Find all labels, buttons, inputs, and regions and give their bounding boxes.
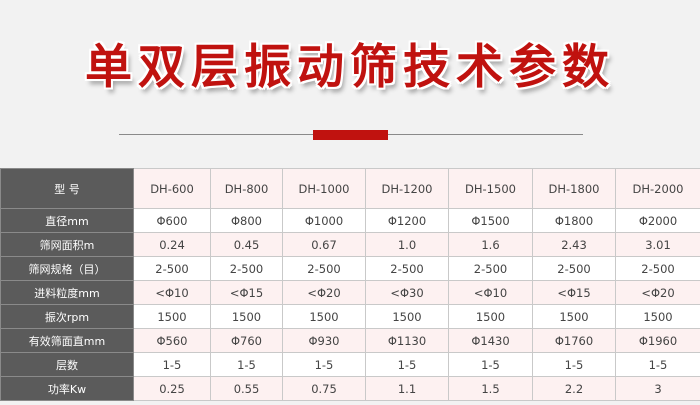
row-label: 有效筛面直mm [0, 328, 134, 353]
table-cell: 1.6 [448, 232, 533, 257]
table-cell: 1-5 [133, 352, 211, 377]
table-cell: Φ600 [133, 208, 211, 233]
table-cell: <Φ15 [532, 280, 616, 305]
table-cell: 2.43 [532, 232, 616, 257]
table-cell: 1.0 [365, 232, 449, 257]
spec-table: 型 号 DH-600 DH-800 DH-1000 DH-1200 DH-1500 DH-1… [0, 168, 700, 401]
table-cell: Φ1760 [532, 328, 616, 353]
row-label: 功率Kw [0, 376, 134, 401]
table-cell: 0.75 [282, 376, 366, 401]
model-header: DH-2000 [615, 168, 700, 209]
table-row: 筛网规格（目） 2-500 2-500 2-500 2-500 2-500 2-500 2-5… [0, 256, 700, 281]
table-cell: 1-5 [282, 352, 366, 377]
table-cell: 2-500 [532, 256, 616, 281]
divider-accent [313, 130, 388, 140]
model-header: DH-1800 [532, 168, 616, 209]
table-cell: Φ1800 [532, 208, 616, 233]
page-title: 单双层振动筛技术参数 [85, 40, 615, 95]
table-row: 层数 1-5 1-5 1-5 1-5 1-5 1-5 1-5 [0, 352, 700, 377]
model-header: DH-1200 [365, 168, 449, 209]
table-row: 筛网面积m 0.24 0.45 0.67 1.0 1.6 2.43 3.01 [0, 232, 700, 257]
row-label: 进料粒度mm [0, 280, 134, 305]
table-cell: 0.24 [133, 232, 211, 257]
table-row: 功率Kw 0.25 0.55 0.75 1.1 1.5 2.2 3 [0, 376, 700, 401]
table-row: 振次rpm 1500 1500 1500 1500 1500 1500 1500 [0, 304, 700, 329]
table-cell: 0.55 [210, 376, 283, 401]
row-label: 振次rpm [0, 304, 134, 329]
table-cell: Φ1200 [365, 208, 449, 233]
model-header: DH-800 [210, 168, 283, 209]
model-header: DH-600 [133, 168, 211, 209]
table-cell: Φ1960 [615, 328, 700, 353]
table-cell: 2-500 [210, 256, 283, 281]
table-cell: 1500 [133, 304, 211, 329]
header-label: 型 号 [0, 168, 134, 209]
table-cell: 1-5 [365, 352, 449, 377]
table-cell: 1-5 [532, 352, 616, 377]
table-cell: 1.5 [448, 376, 533, 401]
table-cell: Φ1130 [365, 328, 449, 353]
table-cell: <Φ10 [448, 280, 533, 305]
row-label: 直径mm [0, 208, 134, 233]
table-cell: 1500 [282, 304, 366, 329]
table-cell: Φ800 [210, 208, 283, 233]
table-cell: Φ560 [133, 328, 211, 353]
table-cell: 0.25 [133, 376, 211, 401]
table-cell: 1500 [615, 304, 700, 329]
table-cell: <Φ20 [615, 280, 700, 305]
table-cell: 1.1 [365, 376, 449, 401]
model-header: DH-1500 [448, 168, 533, 209]
table-cell: 2-500 [282, 256, 366, 281]
table-cell: 1500 [365, 304, 449, 329]
table-cell: 1-5 [615, 352, 700, 377]
table-cell: Φ1430 [448, 328, 533, 353]
table-row: 有效筛面直mm Φ560 Φ760 Φ930 Φ1130 Φ1430 Φ1760 Φ1960 [0, 328, 700, 353]
table-cell: 0.67 [282, 232, 366, 257]
table-cell: Φ930 [282, 328, 366, 353]
table-cell: Φ1000 [282, 208, 366, 233]
table-cell: Φ2000 [615, 208, 700, 233]
table-cell: <Φ10 [133, 280, 211, 305]
table-cell: Φ760 [210, 328, 283, 353]
table-cell: <Φ30 [365, 280, 449, 305]
table-row: 进料粒度mm <Φ10 <Φ15 <Φ20 <Φ30 <Φ10 <Φ15 <Φ20 [0, 280, 700, 305]
table-cell: 3.01 [615, 232, 700, 257]
table-row: 直径mm Φ600 Φ800 Φ1000 Φ1200 Φ1500 Φ1800 Φ2000 [0, 208, 700, 233]
table-cell: 1500 [210, 304, 283, 329]
table-cell: 1500 [532, 304, 616, 329]
table-cell: 2-500 [133, 256, 211, 281]
table-cell: 1-5 [448, 352, 533, 377]
table-header-row: 型 号 DH-600 DH-800 DH-1000 DH-1200 DH-1500 DH-1… [0, 168, 700, 209]
row-label: 筛网规格（目） [0, 256, 134, 281]
table-cell: 1-5 [210, 352, 283, 377]
table-cell: <Φ20 [282, 280, 366, 305]
table-cell: 2.2 [532, 376, 616, 401]
table-cell: 2-500 [365, 256, 449, 281]
table-cell: Φ1500 [448, 208, 533, 233]
row-label: 筛网面积m [0, 232, 134, 257]
model-header: DH-1000 [282, 168, 366, 209]
table-cell: 3 [615, 376, 700, 401]
table-cell: 1500 [448, 304, 533, 329]
table-cell: 0.45 [210, 232, 283, 257]
row-label: 层数 [0, 352, 134, 377]
table-cell: 2-500 [448, 256, 533, 281]
table-cell: 2-500 [615, 256, 700, 281]
table-cell: <Φ15 [210, 280, 283, 305]
